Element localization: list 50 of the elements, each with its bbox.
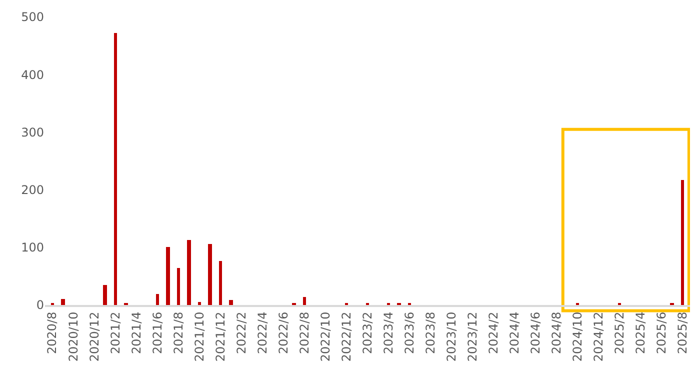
x-tick-label: 2022/6 bbox=[276, 312, 290, 354]
y-tick-label: 300 bbox=[21, 125, 44, 140]
x-tick-label: 2022/2 bbox=[234, 312, 248, 354]
x-tick-label: 2024/4 bbox=[507, 312, 522, 354]
x-tick-label: 2025/4 bbox=[634, 312, 648, 354]
x-tick-label: 2022/10 bbox=[318, 312, 332, 362]
bar bbox=[681, 180, 684, 305]
y-tick-label: 100 bbox=[21, 240, 44, 255]
x-tick-label: 2023/4 bbox=[381, 312, 396, 354]
bar bbox=[156, 294, 159, 305]
x-tick-label: 2024/10 bbox=[570, 312, 584, 362]
bar bbox=[198, 302, 201, 305]
x-tick-label: 2022/8 bbox=[297, 312, 312, 354]
x-tick-label: 2024/2 bbox=[486, 312, 500, 354]
x-tick-label: 2025/8 bbox=[676, 312, 690, 354]
bar bbox=[114, 33, 117, 305]
bar bbox=[187, 240, 191, 305]
x-tick-label: 2022/12 bbox=[339, 312, 354, 362]
x-tick-label: 2023/2 bbox=[360, 312, 374, 354]
bar bbox=[166, 247, 170, 305]
y-tick-label: 400 bbox=[21, 68, 44, 82]
x-tick-label: 2020/12 bbox=[87, 312, 102, 362]
x-tick-label: 2021/12 bbox=[213, 312, 228, 362]
y-tick-label: 200 bbox=[21, 183, 44, 197]
x-tick-label: 2020/10 bbox=[66, 312, 80, 362]
bar bbox=[229, 300, 233, 305]
x-tick-label: 2021/4 bbox=[129, 312, 144, 354]
x-tick-label: 2025/6 bbox=[654, 312, 669, 354]
x-tick-label: 2020/8 bbox=[45, 312, 60, 354]
x-tick-label: 2023/6 bbox=[402, 312, 416, 354]
x-tick-label: 2023/8 bbox=[423, 312, 438, 354]
bar bbox=[303, 297, 306, 305]
x-tick-label: 2021/10 bbox=[192, 312, 206, 362]
bar bbox=[61, 299, 65, 305]
x-tick-label: 2021/6 bbox=[150, 312, 164, 354]
x-tick-label: 2022/4 bbox=[255, 312, 270, 354]
x-tick-label: 2023/12 bbox=[465, 312, 480, 362]
y-tick-label: 500 bbox=[21, 10, 44, 24]
bar bbox=[219, 261, 222, 305]
x-tick-label: 2024/6 bbox=[528, 312, 542, 354]
x-tick-label: 2024/8 bbox=[549, 312, 564, 354]
x-tick-label: 2021/8 bbox=[171, 312, 186, 354]
x-tick-label: 2023/10 bbox=[444, 312, 458, 362]
bar bbox=[177, 268, 180, 305]
bar bbox=[208, 244, 212, 305]
bar bbox=[103, 285, 107, 305]
y-tick-label: 0 bbox=[36, 298, 44, 312]
x-tick-label: 2021/2 bbox=[108, 312, 122, 354]
x-tick-label: 2024/12 bbox=[592, 312, 606, 362]
x-tick-label: 2025/2 bbox=[612, 312, 627, 354]
